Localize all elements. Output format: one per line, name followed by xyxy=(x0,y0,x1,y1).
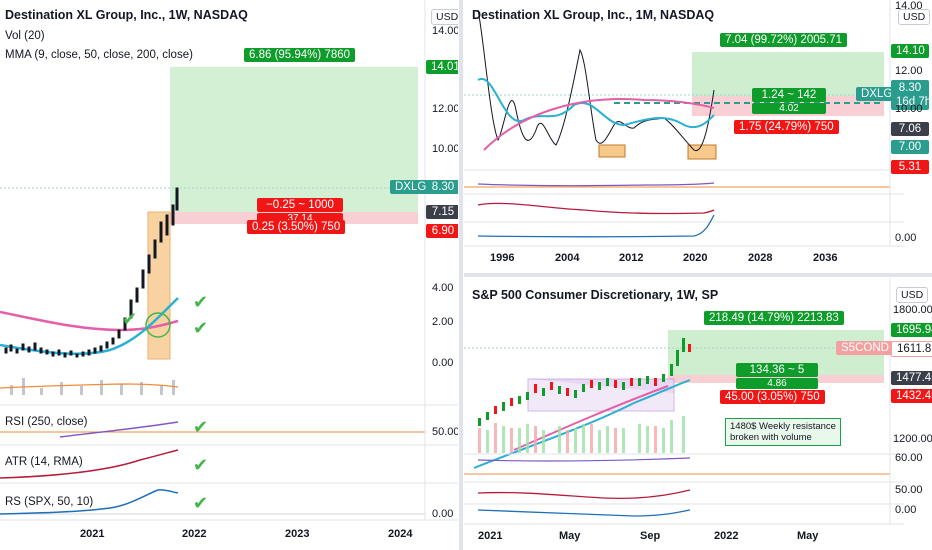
price-axis-tick: 14.00 xyxy=(432,25,458,37)
long-target-tag: 7.04 (99.72%) 2005.71 xyxy=(720,33,848,47)
symbol-tag: DXLG xyxy=(390,180,432,194)
check-icon: ✔ xyxy=(193,292,209,312)
rsi-axis-tick: 60.00 xyxy=(895,452,923,464)
check-icon: ✔ xyxy=(193,318,209,338)
time-axis-tick: 2004 xyxy=(555,252,580,264)
currency-unit[interactable]: USD xyxy=(896,287,929,303)
long-target-tag: 218.49 (14.79%) 2213.83 xyxy=(704,311,844,325)
right-bottom-chart-canvas xyxy=(464,278,904,525)
check-icon: ✔ xyxy=(193,455,209,475)
stop-loss-tag: 1.75 (24.79%) 750 xyxy=(734,120,839,134)
left-chart-title: Destination XL Group, Inc., 1W, NASDAQ xyxy=(5,8,248,22)
range-sub-tag: 4.86 xyxy=(736,378,818,389)
time-axis-tick: May xyxy=(797,530,819,542)
annotation-note[interactable]: 1480$ Weekly resistance broken with volu… xyxy=(725,418,841,446)
price-axis-tick: 10.00 xyxy=(895,103,923,115)
price-axis-tick: 14.00 xyxy=(895,0,923,12)
last-price-tag: 1611.81 xyxy=(891,341,932,357)
price-axis-tick: 4.00 xyxy=(432,282,454,294)
time-axis-tick: 2020 xyxy=(683,252,708,264)
stop-price-tag: 6.90 xyxy=(426,224,458,238)
time-axis-tick: 2023 xyxy=(285,528,310,540)
symbol-tag: DXLG xyxy=(856,87,898,101)
right-bottom-chart-pane[interactable]: S&P 500 Consumer Discretionary, 1W, SP U… xyxy=(464,278,932,550)
time-axis-tick: 2036 xyxy=(813,252,838,264)
atr-indicator-label[interactable]: ATR (14, RMA) xyxy=(5,456,83,468)
entry-price-tag: 1477.45 xyxy=(891,371,932,385)
atr-axis-tick: 50.00 xyxy=(895,484,923,496)
currency-unit[interactable]: USD xyxy=(431,9,458,25)
time-axis-tick: Sep xyxy=(640,530,661,542)
target-price-tag: 1695.94 xyxy=(891,323,932,337)
price-axis-tick: 12.00 xyxy=(895,65,923,77)
price-axis-tick: 1200.00 xyxy=(893,433,932,445)
symbol-tag: S5COND xyxy=(836,341,894,355)
time-axis-tick: 2024 xyxy=(388,528,413,540)
time-axis-tick: 2012 xyxy=(619,252,644,264)
time-axis-tick: 2021 xyxy=(80,528,105,540)
left-chart-canvas xyxy=(0,0,458,521)
stop-loss-tag: 45.00 (3.05%) 750 xyxy=(720,390,825,404)
time-axis-tick: 2028 xyxy=(748,252,773,264)
long-target-tag: 6.86 (95.94%) 7860 xyxy=(244,48,356,62)
price-axis-tick: 1800.00 xyxy=(893,304,932,316)
right-top-chart-canvas xyxy=(464,0,904,247)
target-price-tag: 14.01 xyxy=(426,60,458,74)
right-top-chart-title: Destination XL Group, Inc., 1M, NASDAQ xyxy=(472,8,715,22)
time-axis-tick: May xyxy=(559,530,581,542)
last-price-tag: 8.30 xyxy=(426,180,458,194)
stop-loss-tag: 0.25 (3.50%) 750 xyxy=(247,220,346,234)
time-axis-tick: 2021 xyxy=(478,530,503,542)
price-axis-tick: 12.00 xyxy=(432,103,458,115)
time-axis-tick: 2022 xyxy=(714,530,739,542)
range-tag: −0.25 ~ 1000 xyxy=(257,198,343,212)
range-sub-tag: 37.14 xyxy=(257,213,343,224)
bar-countdown: 16d 7h xyxy=(896,96,932,108)
rsi-indicator-label[interactable]: RSI (250, close) xyxy=(5,416,88,428)
check-icon: ✔ xyxy=(193,417,209,437)
range-tag: 134.36 ~ 5 xyxy=(736,363,818,377)
price-axis-tick: 2.00 xyxy=(432,316,454,328)
rs-axis-tick: 0.00 xyxy=(895,504,917,516)
last-price-value: 8.30 xyxy=(898,82,922,94)
check-icon: ✔ xyxy=(193,493,209,513)
left-chart-pane[interactable]: Destination XL Group, Inc., 1W, NASDAQ V… xyxy=(0,0,458,550)
rsi-axis-tick: 50.00 xyxy=(432,426,458,438)
entry-price-tag: 7.06 xyxy=(891,122,929,136)
right-bottom-chart-title: S&P 500 Consumer Discretionary, 1W, SP xyxy=(472,288,719,302)
target-price-tag: 14.10 xyxy=(891,44,929,58)
stop-price-tag: 1432.45 xyxy=(891,389,932,403)
rs-indicator-label[interactable]: RS (SPX, 50, 10) xyxy=(5,496,94,508)
check-icon: ✔ xyxy=(122,309,138,329)
range-tag: 1.24 ~ 142 xyxy=(752,88,826,102)
price-axis-tick: 10.00 xyxy=(432,143,458,155)
time-axis-tick: 1996 xyxy=(490,252,515,264)
price-axis-tick: 0.00 xyxy=(432,357,454,369)
currency-unit[interactable]: USD xyxy=(898,9,931,25)
pane-divider-vertical[interactable] xyxy=(459,0,463,550)
stop-price-tag: 5.31 xyxy=(891,160,929,174)
mma-indicator-label[interactable]: MMA (9, close, 50, close, 200, close) xyxy=(5,49,193,61)
volume-indicator-label[interactable]: Vol (20) xyxy=(5,30,45,42)
rs-axis-tick: 0.00 xyxy=(432,508,454,520)
entry-price-tag: 7.15 xyxy=(426,205,458,219)
range-sub-tag: 4.02 xyxy=(752,103,826,114)
sub-axis-tick: 0.00 xyxy=(895,232,917,244)
last-price-tag: 8.30 16d 7h xyxy=(891,80,932,110)
right-top-chart-pane[interactable]: Destination XL Group, Inc., 1M, NASDAQ U… xyxy=(464,0,932,272)
time-axis-tick: 2022 xyxy=(182,528,207,540)
pane-divider-horizontal[interactable] xyxy=(464,273,932,277)
price-7-tag: 7.00 xyxy=(891,140,929,154)
